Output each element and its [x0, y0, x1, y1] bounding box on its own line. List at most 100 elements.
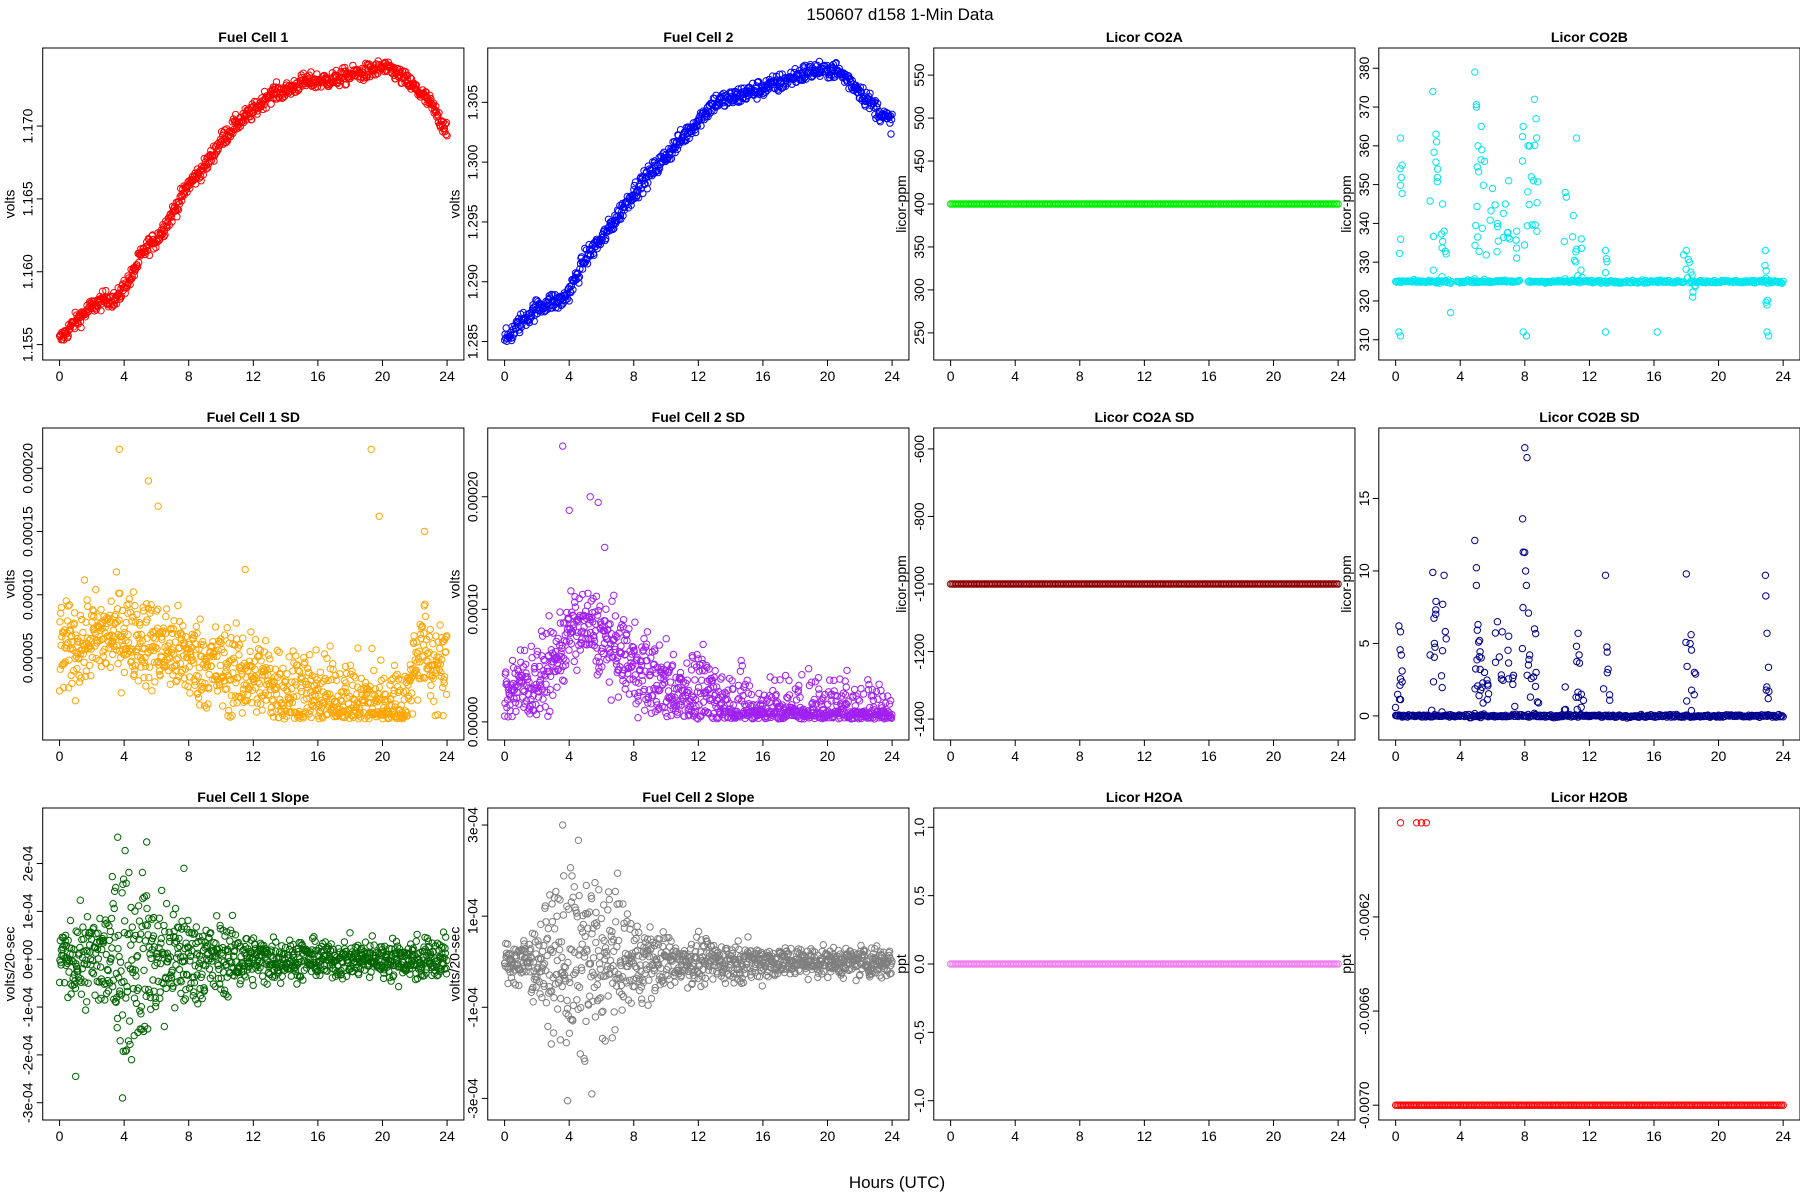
data-point: [370, 666, 378, 675]
data-point: [1518, 157, 1527, 165]
data-point: [174, 601, 182, 610]
x-tick-label: 16: [310, 368, 326, 384]
y-tick-label: 0.00010: [20, 569, 36, 620]
data-point: [1429, 232, 1438, 241]
data-point: [1520, 241, 1529, 249]
data-point: [228, 712, 236, 720]
data-point: [151, 635, 160, 643]
data-point: [1761, 246, 1770, 255]
data-point: [238, 709, 247, 717]
data-point: [239, 634, 247, 642]
data-point: [248, 115, 256, 124]
y-tick-label: 300: [911, 278, 927, 302]
data-points: [1392, 68, 1787, 340]
panel-title: Fuel Cell 2: [663, 29, 733, 45]
data-point: [63, 617, 72, 625]
panel-7: Licor CO2A SD0 4 8 12 16 20 24-1400-1200-1000-…: [893, 409, 1356, 764]
data-point: [155, 236, 163, 245]
data-point: [275, 648, 283, 656]
data-point: [596, 602, 604, 610]
data-point: [605, 678, 613, 686]
data-point: [247, 628, 255, 636]
data-point: [163, 223, 171, 232]
x-axis: 0 4 8 12 16 20 24: [501, 740, 900, 764]
data-point: [442, 690, 451, 699]
y-tick-label: 550: [911, 63, 927, 87]
y-tick-label: 0.00020: [20, 443, 36, 494]
data-point: [351, 674, 359, 682]
data-point: [117, 689, 126, 697]
x-tick-label: 8: [1076, 748, 1084, 764]
data-point: [1562, 193, 1571, 201]
y-tick-label: 1.290: [465, 264, 481, 299]
data-points: [55, 57, 451, 344]
data-point: [313, 83, 322, 91]
y-tick-label: 310: [1356, 328, 1372, 352]
y-tick-label: 450: [911, 149, 927, 173]
data-point: [549, 691, 557, 699]
data-point: [556, 608, 564, 616]
data-points: [946, 580, 1342, 588]
data-point: [99, 652, 108, 661]
data-point: [341, 63, 349, 72]
x-tick-label: 20: [820, 368, 836, 384]
data-point: [634, 714, 642, 722]
data-point: [375, 683, 384, 692]
data-point: [549, 629, 557, 637]
data-point: [219, 702, 227, 710]
data-point: [594, 498, 602, 507]
data-point: [1474, 233, 1482, 241]
data-point: [144, 477, 153, 485]
data-point: [804, 665, 813, 673]
data-point: [545, 612, 553, 620]
data-point: [207, 662, 216, 670]
data-point: [574, 274, 582, 282]
data-point: [887, 130, 895, 138]
data-point: [843, 666, 851, 675]
data-point: [64, 684, 73, 692]
data-point: [601, 543, 609, 552]
data-point: [798, 671, 806, 679]
data-point: [1532, 115, 1540, 123]
x-tick-label: 16: [1201, 368, 1217, 384]
y-tick-label: 350: [1356, 173, 1372, 197]
data-point: [830, 676, 838, 685]
data-point: [1473, 202, 1481, 211]
data-point: [441, 120, 450, 128]
data-point: [354, 644, 362, 652]
y-tick-label: 0.00010: [465, 584, 481, 635]
data-point: [68, 679, 76, 688]
data-point: [663, 712, 671, 721]
data-point: [430, 697, 438, 705]
data-point: [1396, 181, 1405, 190]
panel-title: Licor CO2A SD: [1094, 409, 1194, 425]
data-point: [426, 625, 434, 634]
data-point: [875, 680, 883, 688]
data-point: [1491, 201, 1499, 209]
data-point: [1572, 134, 1581, 142]
x-tick-label: 4: [1011, 368, 1019, 384]
data-point: [1429, 266, 1438, 274]
x-tick-label: 12: [691, 368, 707, 384]
data-points: [500, 442, 896, 723]
data-point: [357, 674, 365, 683]
data-point: [641, 706, 649, 714]
data-point: [1601, 246, 1610, 255]
data-point: [133, 263, 142, 271]
data-point: [527, 642, 535, 650]
data-point: [1577, 266, 1585, 274]
x-tick-label: 16: [755, 748, 771, 764]
x-tick-label: 20: [820, 748, 836, 764]
data-point: [377, 656, 385, 664]
data-point: [420, 527, 429, 536]
data-point: [1525, 200, 1533, 209]
data-point: [697, 122, 705, 130]
data-point: [92, 585, 100, 594]
data-point: [647, 709, 656, 717]
data-point: [82, 309, 91, 317]
data-point: [688, 692, 696, 700]
data-point: [112, 568, 121, 576]
data-point: [1505, 177, 1513, 185]
